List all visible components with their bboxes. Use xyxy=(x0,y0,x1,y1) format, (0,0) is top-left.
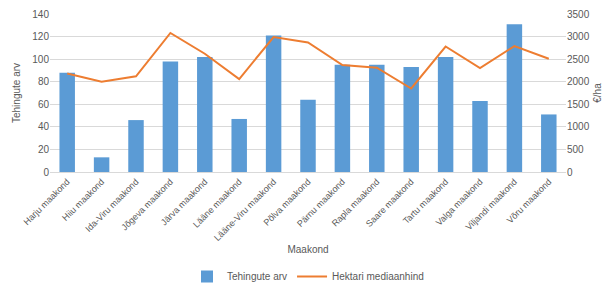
svg-text:3500: 3500 xyxy=(567,9,590,20)
svg-text:Viljandi maakond: Viljandi maakond xyxy=(464,177,519,232)
svg-text:Järva maakond: Järva maakond xyxy=(159,177,210,228)
svg-text:Tartu maakond: Tartu maakond xyxy=(401,177,450,226)
svg-text:20: 20 xyxy=(38,144,50,155)
svg-text:1000: 1000 xyxy=(567,121,590,132)
svg-text:Võru maakond: Võru maakond xyxy=(505,177,553,225)
svg-text:Maakond: Maakond xyxy=(287,244,328,255)
svg-text:140: 140 xyxy=(32,9,49,20)
svg-text:120: 120 xyxy=(32,31,49,42)
svg-text:0: 0 xyxy=(567,167,573,178)
svg-text:80: 80 xyxy=(38,76,50,87)
svg-text:Harju maakond: Harju maakond xyxy=(22,177,72,227)
svg-text:2500: 2500 xyxy=(567,54,590,65)
svg-text:Ida-Viru maakond: Ida-Viru maakond xyxy=(83,177,140,234)
svg-text:Rapla maakond: Rapla maakond xyxy=(330,177,382,229)
svg-text:Lääne maakond: Lääne maakond xyxy=(191,177,244,230)
svg-text:Hektari mediaanhind: Hektari mediaanhind xyxy=(332,271,424,282)
svg-text:1500: 1500 xyxy=(567,99,590,110)
svg-text:Jõgeva maakond: Jõgeva maakond xyxy=(119,177,175,233)
svg-text:3000: 3000 xyxy=(567,31,590,42)
svg-text:Valga maakond: Valga maakond xyxy=(434,177,485,228)
svg-text:Tehingute arv: Tehingute arv xyxy=(227,271,287,282)
svg-text:€/ha: €/ha xyxy=(592,83,603,103)
svg-text:100: 100 xyxy=(32,54,49,65)
svg-text:60: 60 xyxy=(38,99,50,110)
svg-text:Põlva maakond: Põlva maakond xyxy=(262,177,313,228)
svg-text:Lääne-Viru maakond: Lääne-Viru maakond xyxy=(212,177,278,243)
svg-text:Hiiu maakond: Hiiu maakond xyxy=(60,177,106,223)
svg-text:Pärnu maakond: Pärnu maakond xyxy=(295,177,347,229)
svg-text:Tehingute arv: Tehingute arv xyxy=(11,63,22,123)
svg-text:0: 0 xyxy=(43,167,49,178)
svg-text:500: 500 xyxy=(567,144,584,155)
svg-text:40: 40 xyxy=(38,121,50,132)
svg-text:Saare maakond: Saare maakond xyxy=(364,177,416,229)
svg-text:2000: 2000 xyxy=(567,76,590,87)
